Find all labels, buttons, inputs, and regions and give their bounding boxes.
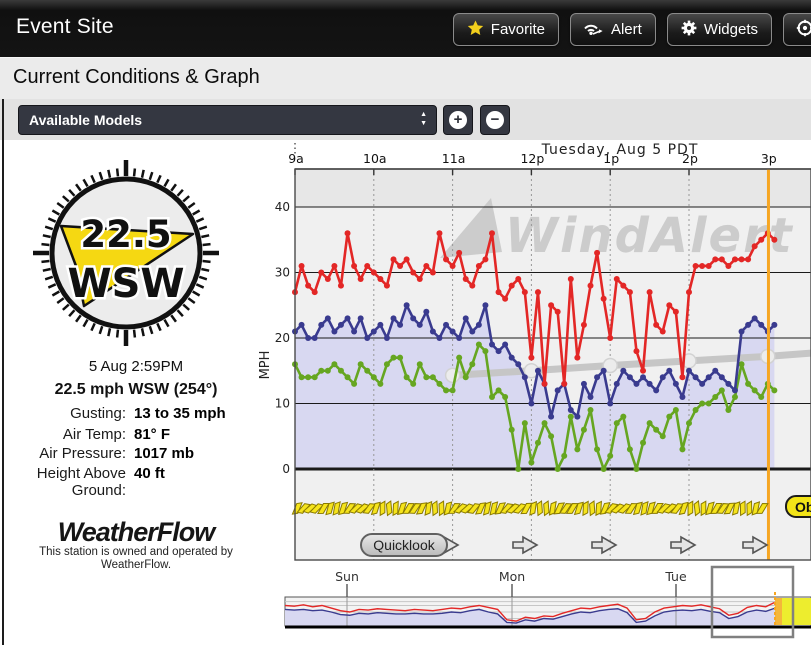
view-selection-window[interactable] [710, 565, 795, 639]
available-models-select[interactable]: Available Models ▲ ▼ [18, 105, 437, 135]
signal-icon [584, 20, 604, 40]
y-tick-label: 0 [282, 462, 290, 476]
flow-arrow-icon [512, 535, 539, 555]
forecast-marker [602, 357, 618, 374]
models-toolbar: Available Models ▲ ▼ + − [0, 99, 811, 140]
y-tick-label: 40 [275, 200, 290, 214]
weatherflow-logo: WeatherFlow [57, 517, 216, 547]
y-tick-label: 30 [275, 266, 290, 280]
select-arrows-icon: ▲ ▼ [420, 111, 427, 127]
panel-left-border [2, 99, 4, 645]
windalert-watermark: WindAlert [440, 198, 794, 264]
page-title: Current Conditions & Graph [13, 66, 260, 88]
flow-arrow-icon [591, 535, 618, 555]
zoom-out-button[interactable]: − [480, 105, 510, 135]
direction-barb-band [291, 500, 769, 517]
wind-graph[interactable]: WindAlert 0 10 20 30 40 MPH 9a 10a 11a 12p 1p 2p 3p Tu… [255, 140, 811, 565]
x-tick-label: 11a [442, 151, 466, 166]
x-tick-label: 10a [363, 151, 387, 166]
gear-icon [681, 20, 697, 40]
mini-gust-line [284, 601, 776, 622]
day-label: Mon [499, 569, 525, 584]
wind-summary: 22.5 mph WSW (254°) [54, 381, 218, 398]
site-title: Event Site [16, 15, 114, 38]
chart-title: Tuesday, Aug 5 PDT [541, 142, 699, 158]
station-owner-note: This station is owned and operated by We… [39, 546, 233, 571]
svg-text:WindAlert: WindAlert [505, 208, 794, 264]
y-tick-label: 10 [275, 397, 290, 411]
x-tick-label: 3p [761, 151, 777, 166]
page-header: Current Conditions & Graph [0, 57, 811, 100]
top-bar: Event Site Favorite Alert [0, 0, 811, 57]
x-tick-label: 2p [682, 151, 698, 166]
y-tick-label: 20 [275, 331, 290, 345]
x-tick-label: 9a [288, 151, 304, 166]
compass-menu-button[interactable] [783, 13, 811, 46]
observations-pill[interactable]: Ob [785, 495, 811, 518]
y-axis-label: MPH [258, 351, 273, 380]
topbar-buttons: Favorite Alert [452, 13, 811, 46]
flow-arrow-icon [742, 535, 769, 555]
widgets-button[interactable]: Widgets [666, 13, 772, 46]
day-label: Sun [335, 569, 359, 584]
zoom-in-button[interactable]: + [443, 105, 473, 135]
day-label: Tue [664, 569, 687, 584]
wind-arrow [59, 224, 195, 308]
compass-direction: WSW [67, 261, 184, 307]
compass-speed: 22.5 [80, 213, 171, 256]
mini-avg-line [284, 607, 776, 624]
timeline-minimap[interactable]: Sun Mon Tue [280, 565, 811, 649]
flow-arrow-icon [670, 535, 697, 555]
observation-timestamp: 5 Aug 2:59PM [88, 358, 184, 375]
wind-direction-compass: 22.5 WSW [33, 160, 219, 346]
x-tick-label: 12p [520, 151, 544, 166]
favorite-button[interactable]: Favorite [452, 13, 559, 46]
star-icon [467, 20, 484, 40]
quicklook-button[interactable]: Quicklook [360, 533, 448, 557]
alert-button[interactable]: Alert [569, 13, 656, 46]
x-tick-label: 1p [603, 151, 619, 166]
crosshair-icon [796, 19, 811, 41]
